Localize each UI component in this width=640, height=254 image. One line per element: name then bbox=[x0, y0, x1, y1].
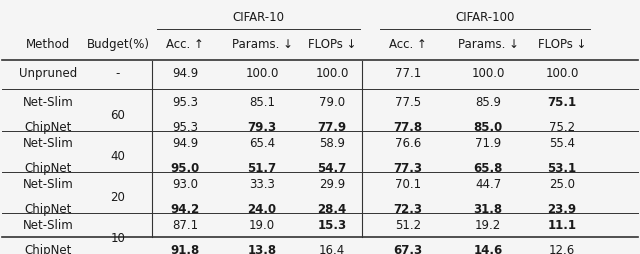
Text: 77.8: 77.8 bbox=[394, 121, 422, 134]
Text: 75.1: 75.1 bbox=[547, 97, 577, 109]
Text: ChipNet: ChipNet bbox=[24, 121, 72, 134]
Text: Net-Slim: Net-Slim bbox=[22, 219, 74, 232]
Text: 54.7: 54.7 bbox=[317, 162, 347, 175]
Text: 79.3: 79.3 bbox=[248, 121, 276, 134]
Text: 28.4: 28.4 bbox=[317, 203, 347, 216]
Text: 71.9: 71.9 bbox=[475, 137, 501, 150]
Text: 58.9: 58.9 bbox=[319, 137, 345, 150]
Text: Net-Slim: Net-Slim bbox=[22, 97, 74, 109]
Text: 51.2: 51.2 bbox=[395, 219, 421, 232]
Text: 76.6: 76.6 bbox=[395, 137, 421, 150]
Text: 95.0: 95.0 bbox=[170, 162, 200, 175]
Text: Acc. ↑: Acc. ↑ bbox=[389, 38, 427, 51]
Text: FLOPs ↓: FLOPs ↓ bbox=[308, 38, 356, 51]
Text: 77.1: 77.1 bbox=[395, 67, 421, 80]
Text: 65.4: 65.4 bbox=[249, 137, 275, 150]
Text: Params. ↓: Params. ↓ bbox=[458, 38, 518, 51]
Text: 93.0: 93.0 bbox=[172, 178, 198, 191]
Text: 85.1: 85.1 bbox=[249, 97, 275, 109]
Text: 23.9: 23.9 bbox=[547, 203, 577, 216]
Text: 14.6: 14.6 bbox=[474, 244, 502, 254]
Text: 67.3: 67.3 bbox=[394, 244, 422, 254]
Text: 100.0: 100.0 bbox=[316, 67, 349, 80]
Text: 87.1: 87.1 bbox=[172, 219, 198, 232]
Text: 12.6: 12.6 bbox=[549, 244, 575, 254]
Text: 53.1: 53.1 bbox=[547, 162, 577, 175]
Text: 11.1: 11.1 bbox=[547, 219, 577, 232]
Text: CIFAR-10: CIFAR-10 bbox=[232, 11, 285, 24]
Text: 79.0: 79.0 bbox=[319, 97, 345, 109]
Text: Budget(%): Budget(%) bbox=[86, 38, 150, 51]
Text: 25.0: 25.0 bbox=[549, 178, 575, 191]
Text: 85.9: 85.9 bbox=[475, 97, 501, 109]
Text: 29.9: 29.9 bbox=[319, 178, 345, 191]
Text: 77.9: 77.9 bbox=[317, 121, 347, 134]
Text: 77.3: 77.3 bbox=[394, 162, 422, 175]
Text: 85.0: 85.0 bbox=[474, 121, 502, 134]
Text: 19.2: 19.2 bbox=[475, 219, 501, 232]
Text: 95.3: 95.3 bbox=[172, 97, 198, 109]
Text: 94.2: 94.2 bbox=[170, 203, 200, 216]
Text: ChipNet: ChipNet bbox=[24, 203, 72, 216]
Text: 60: 60 bbox=[111, 109, 125, 122]
Text: 65.8: 65.8 bbox=[474, 162, 502, 175]
Text: 16.4: 16.4 bbox=[319, 244, 345, 254]
Text: 72.3: 72.3 bbox=[394, 203, 422, 216]
Text: 91.8: 91.8 bbox=[170, 244, 200, 254]
Text: ChipNet: ChipNet bbox=[24, 244, 72, 254]
Text: 33.3: 33.3 bbox=[249, 178, 275, 191]
Text: 75.2: 75.2 bbox=[549, 121, 575, 134]
Text: 51.7: 51.7 bbox=[248, 162, 276, 175]
Text: Method: Method bbox=[26, 38, 70, 51]
Text: 100.0: 100.0 bbox=[245, 67, 278, 80]
Text: 13.8: 13.8 bbox=[248, 244, 276, 254]
Text: 94.9: 94.9 bbox=[172, 67, 198, 80]
Text: ChipNet: ChipNet bbox=[24, 162, 72, 175]
Text: Net-Slim: Net-Slim bbox=[22, 137, 74, 150]
Text: -: - bbox=[116, 67, 120, 80]
Text: FLOPs ↓: FLOPs ↓ bbox=[538, 38, 586, 51]
Text: 100.0: 100.0 bbox=[471, 67, 505, 80]
Text: 70.1: 70.1 bbox=[395, 178, 421, 191]
Text: 94.9: 94.9 bbox=[172, 137, 198, 150]
Text: 24.0: 24.0 bbox=[248, 203, 276, 216]
Text: Params. ↓: Params. ↓ bbox=[232, 38, 292, 51]
Text: 20: 20 bbox=[111, 191, 125, 204]
Text: Unpruned: Unpruned bbox=[19, 67, 77, 80]
Text: 44.7: 44.7 bbox=[475, 178, 501, 191]
Text: Net-Slim: Net-Slim bbox=[22, 178, 74, 191]
Text: 95.3: 95.3 bbox=[172, 121, 198, 134]
Text: 40: 40 bbox=[111, 150, 125, 163]
Text: Acc. ↑: Acc. ↑ bbox=[166, 38, 204, 51]
Text: 15.3: 15.3 bbox=[317, 219, 347, 232]
Text: 100.0: 100.0 bbox=[545, 67, 579, 80]
Text: CIFAR-100: CIFAR-100 bbox=[455, 11, 515, 24]
Text: 19.0: 19.0 bbox=[249, 219, 275, 232]
Text: 77.5: 77.5 bbox=[395, 97, 421, 109]
Text: 10: 10 bbox=[111, 232, 125, 245]
Text: 55.4: 55.4 bbox=[549, 137, 575, 150]
Text: 31.8: 31.8 bbox=[474, 203, 502, 216]
